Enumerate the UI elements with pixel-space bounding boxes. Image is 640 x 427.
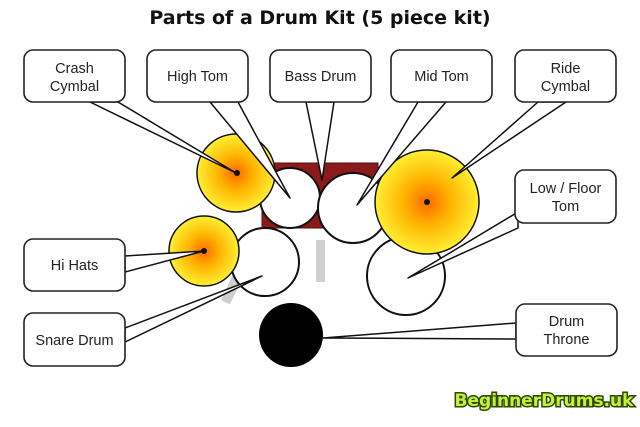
stand-center — [316, 240, 325, 282]
crash-cymbal-label-line1: Crash — [55, 61, 94, 77]
drum-throne-label-line2: Throne — [544, 332, 590, 348]
ride-cymbal-callout: Ride Cymbal — [514, 49, 617, 103]
ride-cymbal-label-line2: Cymbal — [541, 79, 590, 95]
high-tom-label: High Tom — [167, 69, 228, 85]
mid-tom-label: Mid Tom — [414, 69, 469, 85]
hi-hats-label: Hi Hats — [51, 258, 99, 274]
ride-cymbal-label-line1: Ride — [551, 61, 581, 77]
beginnerdrums-logo: BeginnerDrums.uk — [455, 391, 635, 411]
low-floor-tom-callout: Low / Floor Tom — [514, 169, 617, 224]
low-floor-tom-label-line1: Low / Floor — [530, 181, 602, 197]
crash-cymbal-pointer — [89, 101, 237, 174]
drum-throne-callout: Drum Throne — [515, 303, 618, 357]
low-floor-tom-label-line2: Tom — [552, 199, 579, 215]
high-tom-callout: High Tom — [146, 49, 249, 103]
crash-cymbal-bell — [234, 170, 240, 176]
crash-cymbal-callout: Crash Cymbal — [23, 49, 126, 103]
ride-cymbal-pointer — [451, 101, 567, 179]
drum-throne-pointer — [322, 322, 517, 340]
mid-tom-callout: Mid Tom — [390, 49, 493, 103]
bass-drum-label: Bass Drum — [285, 69, 357, 85]
snare-drum-pointer — [124, 275, 263, 343]
diagram-title: Parts of a Drum Kit (5 piece kit) — [149, 7, 490, 29]
bass-drum-callout: Bass Drum — [269, 49, 372, 103]
ride-cymbal-bell — [424, 199, 430, 205]
crash-cymbal-label-line2: Cymbal — [50, 79, 99, 95]
drum-throne-label-line1: Drum — [549, 314, 584, 330]
snare-drum-label: Snare Drum — [35, 333, 113, 349]
drum-throne — [259, 303, 323, 367]
hi-hats-callout: Hi Hats — [23, 238, 126, 292]
snare-drum-callout: Snare Drum — [23, 312, 126, 367]
